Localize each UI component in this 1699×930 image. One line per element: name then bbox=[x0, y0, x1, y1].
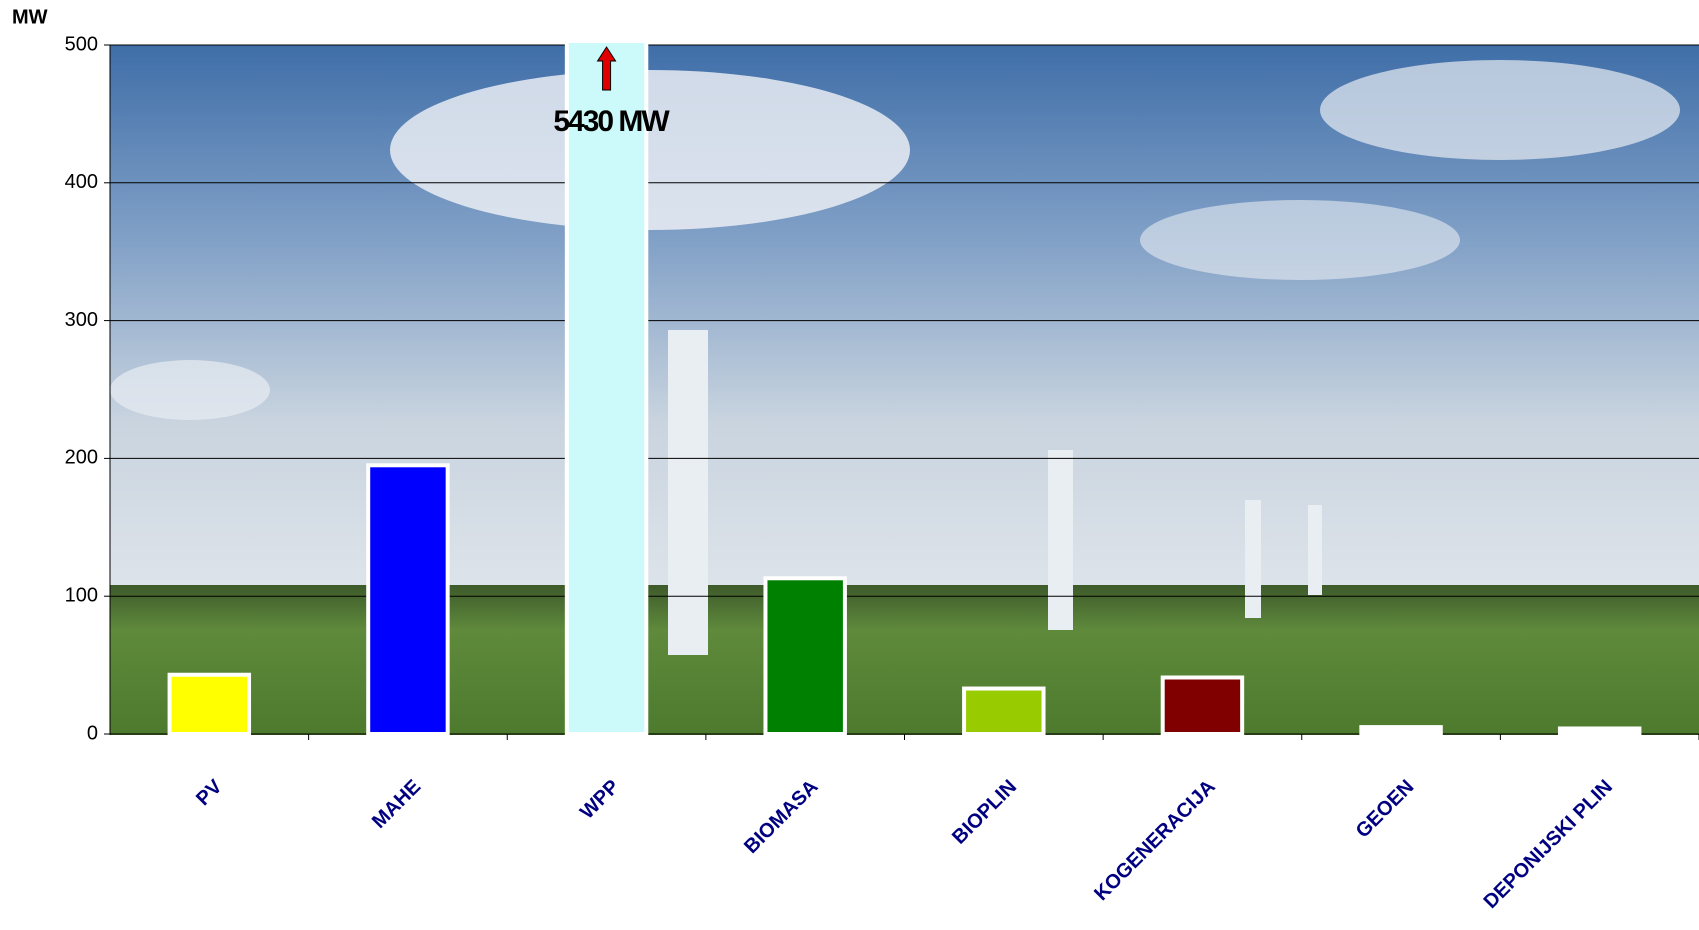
bar bbox=[366, 463, 450, 736]
y-tick-label: 200 bbox=[65, 447, 98, 469]
background-photo bbox=[110, 45, 1699, 735]
y-tick-label: 0 bbox=[87, 722, 98, 744]
bar bbox=[1160, 675, 1245, 737]
y-tick-label: 500 bbox=[65, 33, 98, 55]
x-tick-label: GEOEN bbox=[1352, 776, 1419, 843]
y-tick-label: 300 bbox=[65, 309, 98, 331]
bar bbox=[564, 39, 649, 736]
x-tick-label: BIOPLIN bbox=[948, 776, 1021, 849]
bar bbox=[962, 686, 1046, 736]
y-tick-label: 100 bbox=[65, 584, 98, 606]
x-tick-label: KOGENERACIJA bbox=[1090, 776, 1219, 906]
x-tick-label: DEPONIJSKI PLIN bbox=[1480, 776, 1617, 913]
bar bbox=[1359, 725, 1443, 736]
y-axis-label: MW bbox=[12, 6, 48, 28]
x-tick-label: MAHE bbox=[368, 776, 425, 833]
overflow-arrow bbox=[596, 46, 617, 91]
value-label: 5430 MW bbox=[553, 105, 670, 138]
x-tick-label: PV bbox=[192, 775, 227, 810]
x-tick-label: WPP bbox=[576, 776, 624, 824]
bar bbox=[763, 576, 847, 737]
y-tick-label: 400 bbox=[65, 171, 98, 193]
x-tick-label: BIOMASA bbox=[740, 776, 822, 858]
bar bbox=[167, 672, 252, 736]
bar bbox=[1557, 726, 1642, 736]
